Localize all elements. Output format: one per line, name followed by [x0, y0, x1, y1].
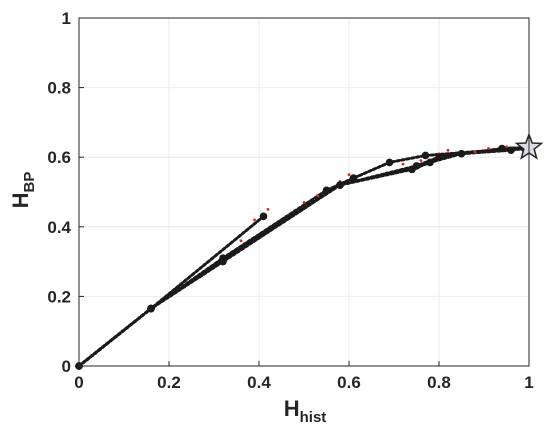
data-point: [349, 174, 358, 182]
x-axis-label: Hhist: [284, 396, 327, 426]
data-point: [421, 151, 430, 160]
data-point: [322, 186, 331, 195]
noise-points: [239, 145, 508, 243]
data-point: [412, 162, 421, 170]
y-tick-label: 1: [62, 9, 71, 28]
series-line-4: [77, 146, 531, 368]
y-axis-ticks: 0 0.2 0.4 0.6 0.8 1: [47, 9, 84, 376]
noise-point: [316, 194, 319, 197]
data-point: [498, 144, 506, 153]
x-tick-label: 0.4: [247, 373, 271, 392]
noise-point: [473, 150, 477, 154]
data-markers: [75, 132, 544, 370]
data-point: [336, 181, 344, 189]
series-line-3: [77, 146, 531, 368]
y-axis-label: HBP: [8, 172, 38, 209]
x-tick-label: 1: [524, 373, 533, 392]
noise-point: [505, 145, 508, 149]
data-point: [385, 158, 394, 167]
noise-point: [266, 208, 270, 211]
noise-point: [253, 218, 256, 222]
y-tick-label: 0.6: [47, 148, 71, 167]
noise-point: [239, 239, 243, 243]
data-point: [259, 212, 268, 221]
data-point: [147, 304, 155, 313]
noise-point: [446, 148, 450, 152]
y-tick-label: 0.4: [47, 218, 71, 237]
axes-frame: [78, 17, 530, 367]
y-tick-label: 0.8: [47, 79, 71, 98]
series-line-2: [77, 146, 531, 368]
noise-point: [487, 147, 490, 150]
data-point: [457, 149, 466, 158]
series-group: [77, 146, 531, 368]
data-point: [435, 153, 443, 161]
x-tick-label: 0.2: [157, 373, 181, 392]
noise-point: [401, 162, 405, 166]
data-point: [507, 146, 515, 155]
data-point: [426, 158, 434, 167]
x-tick-label: 0.6: [337, 373, 361, 392]
y-tick-label: 0: [62, 357, 71, 376]
noise-point: [302, 201, 306, 204]
y-tick-label: 0.2: [47, 287, 71, 306]
plot-frame: [78, 17, 530, 367]
data-point: [219, 257, 227, 266]
noise-point: [419, 159, 423, 163]
x-tick-label: 0: [74, 373, 83, 392]
noise-point: [347, 173, 351, 177]
x-tick-label: 0.8: [427, 373, 451, 392]
